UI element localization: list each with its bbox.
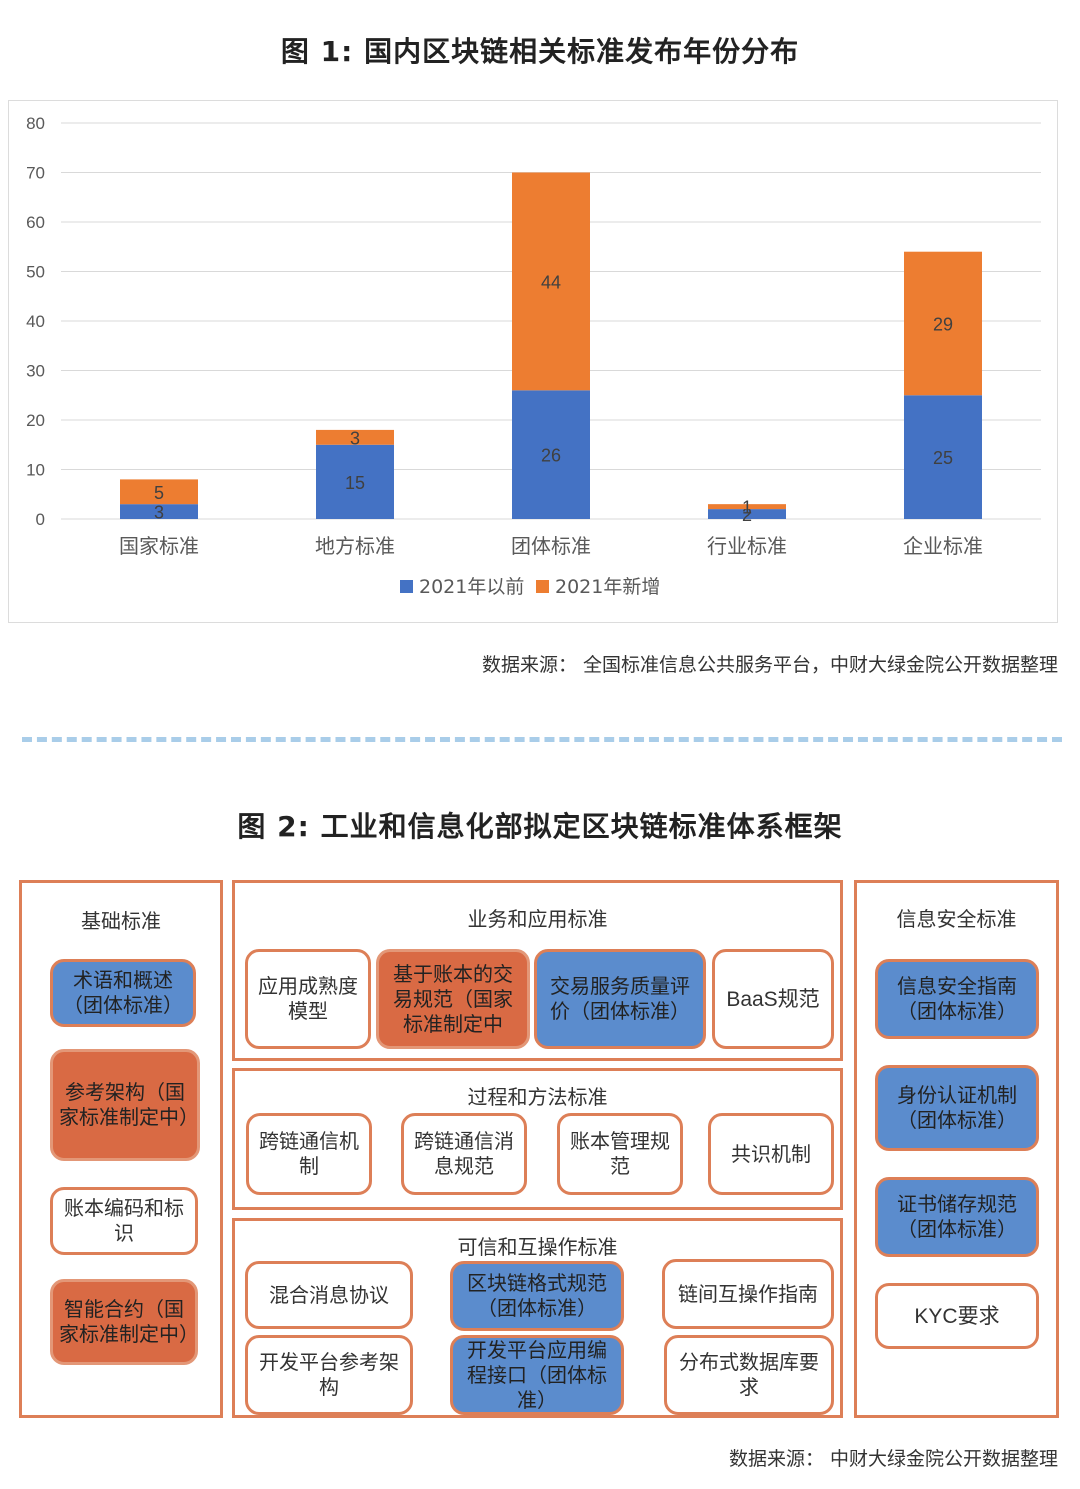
terms-overview-box: 术语和概述（团体标准） bbox=[50, 959, 196, 1027]
process-standards-section: 过程和方法标准 跨链通信机制 跨链通信消息规范 账本管理规范 共识机制 bbox=[232, 1068, 843, 1210]
process-standards-heading: 过程和方法标准 bbox=[467, 1085, 608, 1109]
x-category-label: 行业标准 bbox=[707, 534, 787, 558]
bar-segment bbox=[120, 504, 198, 519]
data-label: 25 bbox=[933, 448, 953, 468]
trust-standards-heading: 可信和互操作标准 bbox=[457, 1235, 618, 1259]
cross-chain-mechanism-box: 跨链通信机制 bbox=[246, 1113, 372, 1195]
cross-chain-message-box: 跨链通信消息规范 bbox=[401, 1113, 527, 1195]
figure2-title: 图 2: 工业和信息化部拟定区块链标准体系框架 bbox=[237, 810, 843, 843]
consensus-mechanism-box: 共识机制 bbox=[708, 1113, 834, 1195]
bar-segment bbox=[512, 390, 590, 519]
ledger-coding-box: 账本编码和标识 bbox=[50, 1187, 198, 1255]
bar-segment bbox=[316, 444, 394, 519]
transaction-quality-box: 交易服务质量评价（团体标准） bbox=[534, 949, 706, 1049]
data-label: 15 bbox=[345, 473, 365, 493]
distributed-db-box: 分布式数据库要求 bbox=[664, 1335, 834, 1415]
bar-segment bbox=[316, 429, 394, 445]
smart-contract-box: 智能合约（国家标准制定中） bbox=[50, 1279, 199, 1365]
ledger-transaction-spec-box: 基于账本的交易规范（国家标准制定中 bbox=[376, 949, 530, 1049]
legend-label: 2021年以前 bbox=[419, 576, 524, 598]
figure2-source: 数据来源： 中财大绿金院公开数据整理 bbox=[728, 1448, 1058, 1470]
bar-segment bbox=[904, 251, 982, 396]
interop-guide-box: 链间互操作指南 bbox=[662, 1259, 834, 1329]
hybrid-message-box: 混合消息协议 bbox=[245, 1261, 413, 1329]
trust-standards-section: 可信和互操作标准 混合消息协议 区块链格式规范（团体标准） 链间互操作指南 开发… bbox=[232, 1218, 843, 1418]
data-label: 2 bbox=[742, 505, 752, 525]
basic-standards-heading: 基础标准 bbox=[81, 909, 161, 933]
bar-segment bbox=[512, 172, 590, 391]
section-divider bbox=[22, 737, 1062, 742]
dev-platform-api-box: 开发平台应用编程接口（团体标准） bbox=[450, 1335, 624, 1415]
y-tick-label: 80 bbox=[26, 114, 45, 133]
data-label: 3 bbox=[154, 503, 164, 523]
y-tick-label: 30 bbox=[26, 362, 45, 381]
y-tick-label: 10 bbox=[26, 461, 45, 480]
maturity-model-box: 应用成熟度模型 bbox=[245, 949, 371, 1049]
figure1-source: 数据来源： 全国标准信息公共服务平台，中财大绿金院公开数据整理 bbox=[481, 654, 1058, 676]
y-tick-label: 20 bbox=[26, 411, 45, 430]
figure1-title: 图 1: 国内区块链相关标准发布年份分布 bbox=[280, 35, 800, 68]
identity-auth-box: 身份认证机制（团体标准） bbox=[875, 1065, 1039, 1151]
x-category-label: 国家标准 bbox=[119, 534, 199, 558]
x-category-label: 地方标准 bbox=[315, 534, 395, 558]
business-standards-heading: 业务和应用标准 bbox=[467, 907, 608, 931]
legend-swatch bbox=[536, 580, 549, 593]
bar-segment bbox=[708, 504, 786, 510]
blockchain-format-box: 区块链格式规范（团体标准） bbox=[450, 1261, 624, 1331]
data-label: 5 bbox=[154, 483, 164, 503]
certificate-storage-box: 证书储存规范（团体标准） bbox=[875, 1177, 1039, 1257]
dev-platform-architecture-box: 开发平台参考架构 bbox=[245, 1335, 413, 1415]
data-label: 1 bbox=[742, 498, 752, 518]
y-tick-label: 60 bbox=[26, 213, 45, 232]
y-tick-label: 40 bbox=[26, 312, 45, 331]
data-label: 44 bbox=[541, 272, 561, 292]
reference-architecture-box: 参考架构（国家标准制定中） bbox=[50, 1049, 200, 1161]
kyc-box: KYC要求 bbox=[875, 1283, 1039, 1349]
data-label: 26 bbox=[541, 446, 561, 466]
chart-area: 0 10 20 30 40 50 60 70 80 3 5 国家标准 15 3 地方标准 26 44 团体标准 2 1… bbox=[8, 100, 1058, 623]
security-guide-box: 信息安全指南（团体标准） bbox=[875, 959, 1039, 1039]
basic-standards-column: 基础标准 术语和概述（团体标准） 参考架构（国家标准制定中） 账本编码和标识 智… bbox=[19, 880, 223, 1418]
x-category-label: 团体标准 bbox=[511, 534, 591, 558]
y-tick-label: 0 bbox=[36, 510, 45, 529]
baas-spec-box: BaaS规范 bbox=[712, 949, 834, 1049]
bar-segment bbox=[708, 509, 786, 519]
data-label: 29 bbox=[933, 314, 953, 334]
data-label: 3 bbox=[350, 428, 360, 448]
bar-segment bbox=[904, 395, 982, 519]
y-tick-label: 70 bbox=[26, 164, 45, 183]
security-standards-column: 信息安全标准 信息安全指南（团体标准） 身份认证机制（团体标准） 证书储存规范（… bbox=[854, 880, 1059, 1418]
y-tick-label: 50 bbox=[26, 263, 45, 282]
x-category-label: 企业标准 bbox=[903, 534, 983, 558]
ledger-management-box: 账本管理规范 bbox=[557, 1113, 683, 1195]
business-standards-section: 业务和应用标准 应用成熟度模型 基于账本的交易规范（国家标准制定中 交易服务质量… bbox=[232, 880, 843, 1061]
security-standards-heading: 信息安全标准 bbox=[896, 907, 1017, 931]
stacked-bar-chart: 0102030405060708035国家标准153地方标准2644团体标准21… bbox=[26, 114, 1041, 598]
legend-label: 2021年新增 bbox=[555, 576, 660, 598]
bar-segment bbox=[120, 479, 198, 505]
legend-swatch bbox=[400, 580, 413, 593]
